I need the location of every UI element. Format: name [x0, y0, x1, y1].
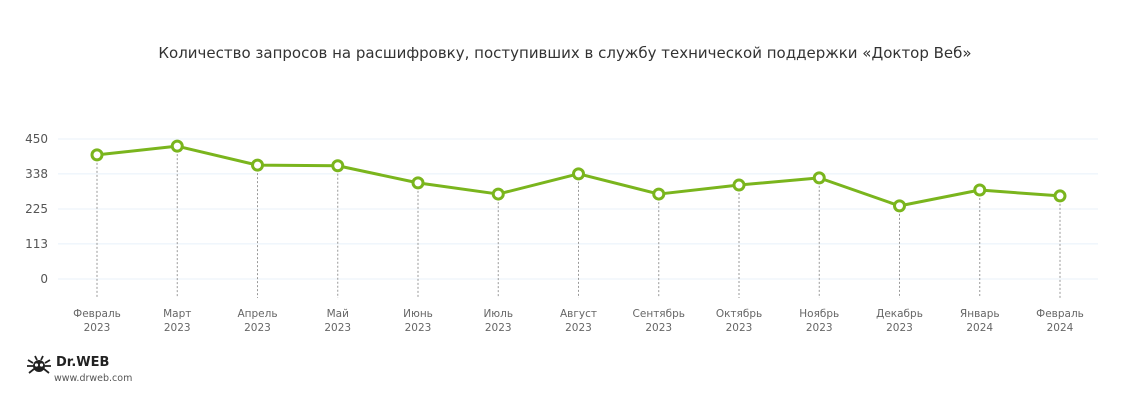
data-point — [170, 139, 184, 153]
chart-title: Количество запросов на расшифровку, пост… — [158, 44, 972, 62]
x-tick-label: Сентябрь — [633, 308, 685, 320]
y-tick-label: 113 — [25, 237, 48, 251]
drweb-spider-logo-icon — [27, 355, 51, 374]
data-point — [251, 158, 264, 172]
x-tick-year: 2023 — [565, 322, 592, 334]
x-tick-year: 2023 — [244, 322, 271, 334]
x-tick-label: Май — [327, 308, 349, 320]
x-tick-year: 2024 — [966, 322, 993, 334]
y-tick-label: 338 — [25, 167, 48, 181]
x-tick-label: Февраль — [1036, 308, 1084, 320]
x-tick-label: Декабрь — [876, 308, 923, 320]
x-tick-label: Февраль — [73, 308, 121, 320]
x-tick-label: Август — [560, 308, 597, 320]
data-point — [732, 178, 746, 192]
data-point — [1053, 189, 1067, 203]
x-tick-label: Ноябрь — [799, 308, 839, 320]
y-tick-label: 225 — [25, 202, 48, 216]
brand-url[interactable]: www.drweb.com — [54, 373, 133, 384]
x-tick-label: Январь — [960, 308, 1000, 320]
x-tick-year: 2023 — [806, 322, 833, 334]
x-tick-year: 2023 — [485, 322, 512, 334]
y-tick-label: 0 — [40, 272, 48, 286]
data-point — [652, 187, 666, 201]
x-tick-label: Июнь — [403, 308, 433, 320]
x-tick-year: 2023 — [164, 322, 191, 334]
x-tick-label: Апрель — [237, 308, 277, 320]
data-point — [812, 171, 826, 185]
x-tick-year: 2023 — [405, 322, 432, 334]
x-tick-label: Июль — [483, 308, 513, 320]
x-tick-label: Март — [163, 308, 191, 320]
x-tick-year: 2023 — [645, 322, 672, 334]
data-point — [491, 187, 505, 201]
data-point — [973, 183, 987, 197]
brand-logo-text: Dr.WEB — [56, 355, 110, 370]
data-point — [893, 199, 906, 213]
x-tick-year: 2023 — [84, 322, 111, 334]
data-point — [411, 176, 425, 190]
data-point — [90, 148, 104, 162]
data-point — [572, 167, 585, 181]
x-tick-year: 2023 — [886, 322, 913, 334]
x-tick-year: 2023 — [726, 322, 753, 334]
x-tick-year: 2024 — [1047, 322, 1074, 334]
x-tick-label: Октябрь — [716, 308, 762, 320]
x-tick-year: 2023 — [324, 322, 351, 334]
data-point — [331, 159, 345, 173]
y-tick-label: 450 — [25, 132, 48, 146]
